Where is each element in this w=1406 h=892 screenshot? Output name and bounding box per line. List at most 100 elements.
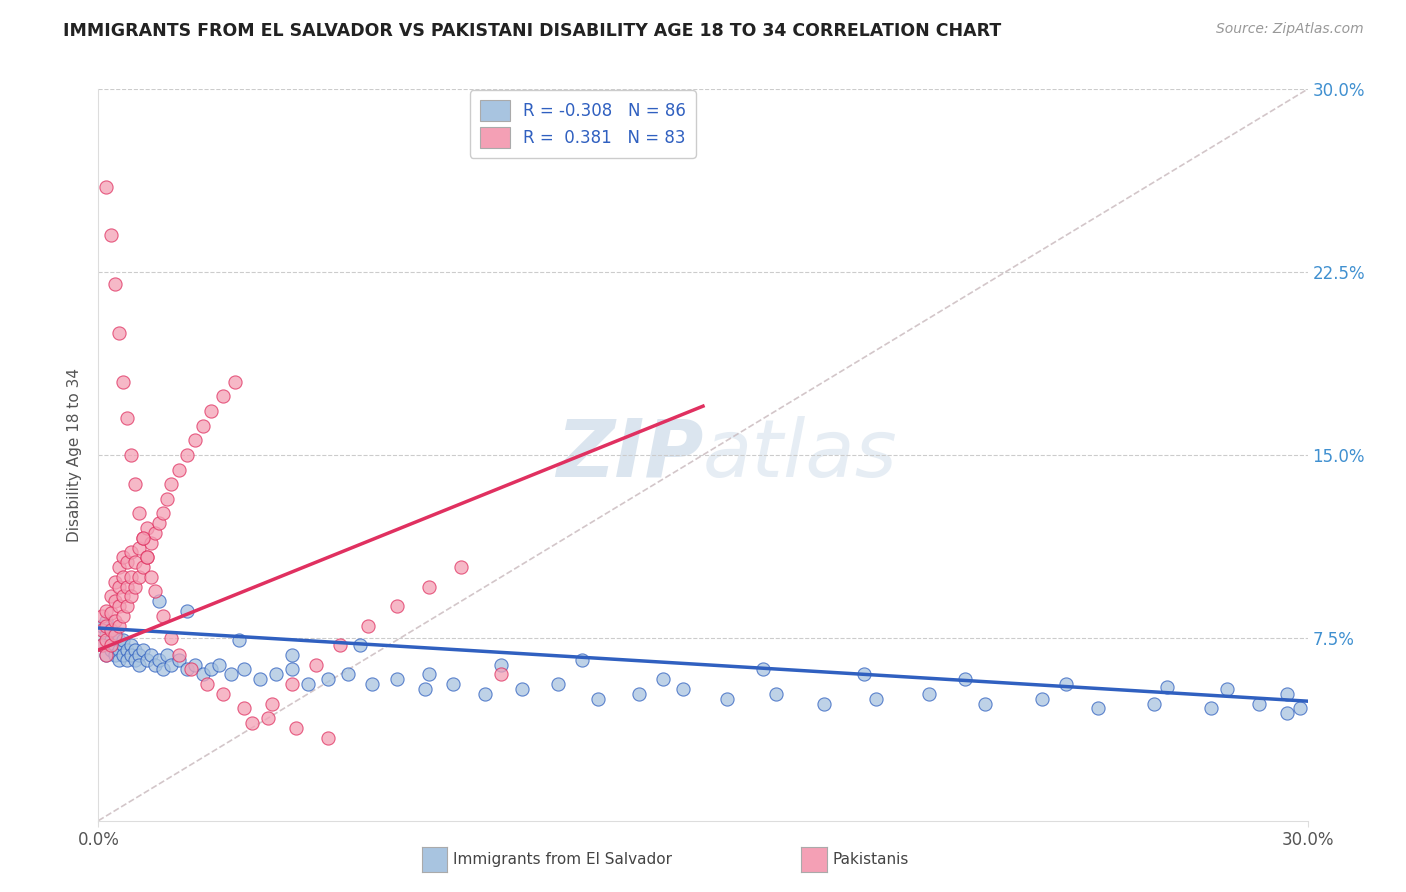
Point [91, 638, 114, 652]
Point [115, 580, 138, 594]
Point [200, 404, 222, 418]
Point [115, 411, 138, 425]
Point [107, 653, 129, 667]
Point [349, 638, 371, 652]
Point [510, 681, 533, 696]
Point [143, 584, 166, 599]
Point [100, 633, 122, 648]
Point [124, 580, 146, 594]
Point [103, 638, 125, 652]
Point [1288, 701, 1310, 715]
Point [337, 667, 360, 681]
Point [96, 648, 118, 662]
Point [167, 648, 190, 662]
Point [1277, 687, 1299, 701]
Point [132, 531, 155, 545]
Point [96, 628, 118, 642]
Point [184, 657, 207, 672]
Point [96, 604, 118, 618]
Point [221, 667, 243, 681]
Point [418, 580, 440, 594]
Point [716, 691, 738, 706]
Point [1031, 691, 1053, 706]
Point [385, 599, 408, 613]
Point [765, 687, 787, 701]
Point [124, 653, 146, 667]
Point [413, 681, 436, 696]
Point [115, 555, 138, 569]
Point [107, 618, 129, 632]
Point [1216, 681, 1239, 696]
Point [107, 560, 129, 574]
Point [167, 462, 190, 476]
Point [491, 667, 513, 681]
Point [135, 550, 157, 565]
Point [107, 599, 129, 613]
Legend: R = -0.308   N = 86, R =  0.381   N = 83: R = -0.308 N = 86, R = 0.381 N = 83 [470, 90, 696, 158]
Point [107, 580, 129, 594]
Point [152, 608, 174, 623]
Point [128, 570, 150, 584]
Point [91, 608, 114, 623]
Point [284, 721, 307, 735]
Point [124, 643, 146, 657]
Point [260, 697, 283, 711]
Point [297, 677, 319, 691]
Point [139, 648, 162, 662]
Point [672, 681, 695, 696]
Point [547, 677, 569, 691]
Point [115, 653, 138, 667]
Point [316, 672, 339, 686]
Point [212, 687, 235, 701]
Point [143, 525, 166, 540]
Point [974, 697, 997, 711]
Point [281, 663, 304, 677]
Point [651, 672, 673, 686]
Point [193, 667, 215, 681]
Point [184, 434, 207, 448]
Point [111, 648, 134, 662]
Text: IMMIGRANTS FROM EL SALVADOR VS PAKISTANI DISABILITY AGE 18 TO 34 CORRELATION CHA: IMMIGRANTS FROM EL SALVADOR VS PAKISTANI… [63, 22, 1001, 40]
Point [200, 663, 222, 677]
Point [752, 663, 775, 677]
Point [100, 624, 122, 638]
Text: ZIP: ZIP [555, 416, 703, 494]
Point [256, 711, 278, 725]
Point [156, 648, 179, 662]
Point [232, 663, 254, 677]
Point [232, 701, 254, 715]
Point [91, 618, 114, 632]
Point [152, 507, 174, 521]
Text: atlas: atlas [703, 416, 898, 494]
Point [176, 663, 198, 677]
Point [100, 607, 122, 621]
Point [176, 604, 198, 618]
Point [329, 638, 352, 652]
Point [160, 477, 183, 491]
Point [1087, 701, 1109, 715]
Point [249, 672, 271, 686]
Point [120, 570, 142, 584]
Point [224, 375, 246, 389]
Point [103, 277, 125, 292]
Point [120, 545, 142, 559]
Point [143, 657, 166, 672]
Point [918, 687, 941, 701]
Point [148, 594, 170, 608]
Point [180, 663, 202, 677]
Point [1143, 697, 1166, 711]
Point [953, 672, 976, 686]
Point [111, 608, 134, 623]
Point [132, 643, 155, 657]
Point [441, 677, 464, 691]
Point [385, 672, 408, 686]
Point [361, 677, 384, 691]
Point [305, 657, 328, 672]
Point [132, 531, 155, 545]
Point [111, 550, 134, 565]
Point [491, 657, 513, 672]
Point [135, 653, 157, 667]
Point [1277, 706, 1299, 721]
Point [124, 555, 146, 569]
Point [100, 228, 122, 243]
